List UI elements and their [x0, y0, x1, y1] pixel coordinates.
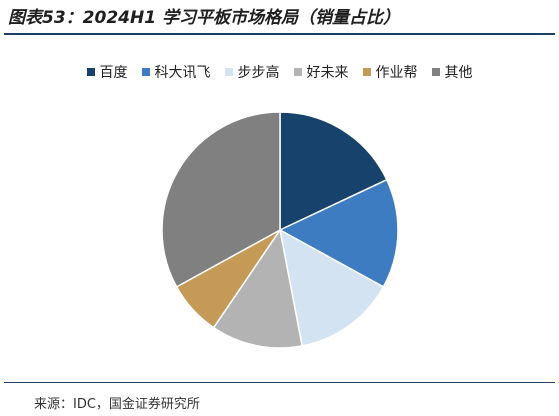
- source-divider: [4, 382, 555, 383]
- legend-label: 其他: [444, 65, 473, 81]
- legend-item: 作业帮: [362, 62, 418, 82]
- pie-slice-6: [161, 111, 281, 288]
- legend-swatch: [86, 68, 95, 76]
- legend-item: 百度: [86, 62, 128, 82]
- legend-item: 步步高: [224, 62, 280, 82]
- pie-slice-3: [278, 228, 385, 347]
- pie-slice-2: [278, 178, 399, 288]
- legend-label: 百度: [99, 65, 128, 81]
- legend-swatch: [431, 68, 440, 76]
- legend-label: 作业帮: [375, 65, 418, 81]
- title-divider: [4, 33, 555, 35]
- legend-item: 科大讯飞: [141, 62, 211, 82]
- legend-item: 好未来: [293, 62, 349, 82]
- legend-swatch: [362, 68, 371, 76]
- legend-label: 好未来: [306, 65, 349, 81]
- source-note: 来源：IDC，国金证券研究所: [34, 397, 200, 412]
- chart-legend: 百度 科大讯飞 步步高 好未来 作业帮 其他: [0, 62, 559, 82]
- legend-swatch: [141, 68, 150, 76]
- legend-swatch: [224, 68, 233, 76]
- legend-label: 步步高: [237, 65, 280, 81]
- legend-swatch: [293, 68, 302, 76]
- pie-slice-4: [212, 228, 303, 349]
- legend-item: 其他: [431, 62, 473, 82]
- figure-title: 图表53：2024H1 学习平板市场格局（销量占比）: [8, 8, 400, 28]
- legend-label: 科大讯飞: [154, 65, 211, 81]
- pie-slice-1: [279, 111, 388, 232]
